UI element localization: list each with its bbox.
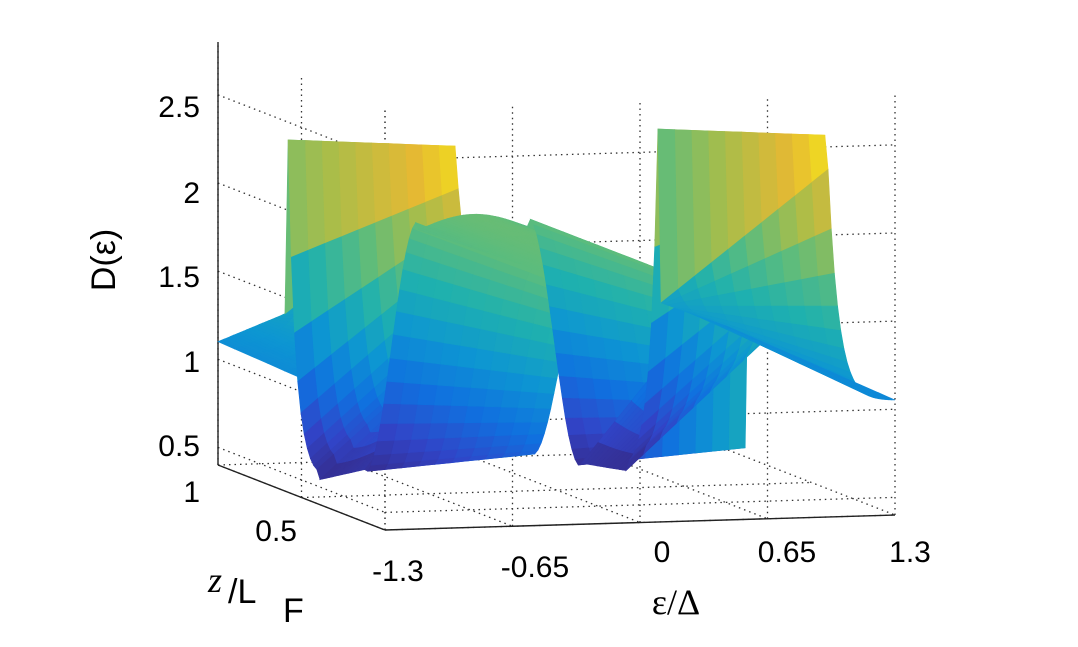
surface-patch bbox=[489, 350, 511, 373]
surface-patch bbox=[814, 228, 835, 277]
z-tick-label: 2 bbox=[183, 177, 200, 210]
surface-patch bbox=[506, 353, 528, 375]
surface-patch bbox=[392, 310, 414, 338]
surface-patch bbox=[450, 385, 471, 407]
surface-patch bbox=[307, 243, 329, 323]
surface-patch bbox=[290, 249, 312, 334]
surface-patch bbox=[565, 417, 586, 436]
z-tick-label: 2.5 bbox=[158, 91, 200, 124]
surface-patch bbox=[386, 357, 408, 383]
surface-patch bbox=[370, 453, 392, 466]
zlf-tick-label: 0.5 bbox=[255, 515, 297, 548]
surface-patch bbox=[396, 403, 418, 424]
surface-patch bbox=[555, 352, 577, 378]
surface-patch bbox=[476, 328, 498, 352]
zlf-axis-label: z /L F bbox=[207, 560, 304, 630]
grid-line bbox=[217, 446, 386, 513]
surface-patch bbox=[341, 229, 362, 301]
surface-patch bbox=[797, 235, 819, 280]
surface-patch bbox=[750, 285, 772, 307]
surface-patch bbox=[783, 279, 805, 307]
grid-line bbox=[727, 449, 896, 516]
eps-tick-label: -1.3 bbox=[372, 555, 424, 588]
surface-patch bbox=[287, 139, 309, 258]
surface-patch bbox=[426, 317, 447, 344]
surface-patch bbox=[459, 324, 481, 349]
surface-patch bbox=[439, 342, 461, 367]
surface-patch bbox=[497, 406, 518, 423]
zlf-axis-label-sub: F bbox=[283, 592, 304, 630]
surface-patch bbox=[578, 398, 600, 419]
grid-line bbox=[472, 456, 641, 524]
surface-patch bbox=[423, 339, 444, 365]
zlf-tick-labels: 0.5 1 bbox=[183, 476, 297, 548]
surface-patch bbox=[558, 375, 580, 400]
surface-patch bbox=[517, 390, 538, 409]
surface-patch bbox=[383, 381, 404, 405]
surface-patch bbox=[480, 406, 501, 423]
grid-line bbox=[600, 453, 768, 520]
surface-patch bbox=[523, 356, 544, 377]
surface-patch bbox=[324, 236, 345, 312]
surface-patch bbox=[389, 333, 411, 361]
eps-tick-label: 1.3 bbox=[889, 536, 931, 569]
axis-lines bbox=[217, 42, 896, 531]
surface-patch bbox=[456, 345, 478, 369]
surface-patch bbox=[549, 306, 570, 333]
surface-patch bbox=[396, 288, 417, 315]
surface-patch bbox=[561, 397, 583, 419]
z-tick-labels: 0.5 1 1.5 2 2.5 bbox=[158, 91, 200, 463]
surface-patch bbox=[443, 321, 464, 346]
surface-patch bbox=[800, 276, 822, 307]
surface bbox=[217, 128, 896, 481]
grid-line bbox=[301, 481, 812, 499]
eps-tick-label: 0.65 bbox=[758, 536, 816, 569]
surface-patch bbox=[817, 272, 838, 307]
surface-patch bbox=[530, 407, 552, 423]
surface-patch bbox=[357, 222, 379, 290]
surface-patch bbox=[409, 314, 431, 341]
z-tick-label: 1.5 bbox=[158, 261, 200, 294]
z-tick-label: 0.5 bbox=[158, 430, 200, 463]
zlf-axis-label-main: /L bbox=[228, 573, 256, 611]
surface-patch bbox=[466, 387, 488, 407]
eps-tick-label: 0 bbox=[654, 536, 671, 569]
surface-patch bbox=[724, 325, 745, 335]
surface-patch bbox=[406, 336, 428, 363]
surface-patch bbox=[733, 288, 755, 307]
surface-patch bbox=[413, 404, 435, 424]
surface-patch bbox=[473, 347, 494, 371]
surface-patch bbox=[433, 384, 455, 406]
surface-patch bbox=[373, 439, 395, 456]
z-tick-label: 1 bbox=[183, 346, 200, 379]
eps-axis-label: ε/Δ bbox=[652, 582, 700, 622]
surface-patch bbox=[380, 403, 401, 424]
zlf-axis-line bbox=[217, 464, 386, 531]
grid-line bbox=[345, 460, 513, 527]
surface-patch bbox=[767, 282, 788, 307]
surface-patch bbox=[657, 128, 679, 304]
zlf-axis-label-z: z bbox=[207, 560, 222, 600]
surface-patch bbox=[568, 434, 589, 450]
eps-axis-line bbox=[384, 514, 896, 531]
zlf-tick-label: 1 bbox=[183, 476, 200, 509]
eps-tick-label: -0.65 bbox=[501, 551, 569, 584]
z-axis-label: D(ε) bbox=[85, 229, 123, 291]
eps-tick-labels: -1.3 -0.65 0 0.65 1.3 bbox=[372, 536, 931, 588]
surface-patch bbox=[377, 423, 398, 442]
surface-patch bbox=[552, 329, 573, 356]
